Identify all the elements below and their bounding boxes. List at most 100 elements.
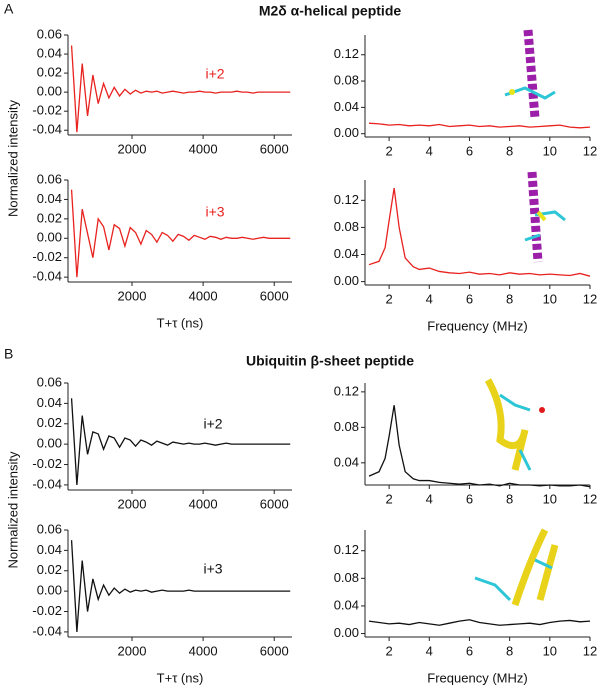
molecule-image <box>484 378 545 471</box>
x-axis-label: T+τ (ns) <box>157 315 204 330</box>
molecule-image <box>504 29 556 119</box>
y-tick-label: -0.02 <box>32 249 62 264</box>
x-tick-label: 2000 <box>118 141 147 156</box>
x-tick-label: 4000 <box>189 288 218 303</box>
y-tick-label: 0.02 <box>37 562 62 577</box>
y-tick-label: 0.04 <box>37 191 62 206</box>
annotation: i+2 <box>203 416 222 432</box>
section-label: A <box>4 1 14 17</box>
x-tick-label: 4000 <box>189 141 218 156</box>
x-tick-label: 10 <box>543 643 557 658</box>
x-tick-label: 8 <box>506 491 513 506</box>
y-tick-label: 0.02 <box>37 65 62 80</box>
y-tick-label: -0.04 <box>32 122 62 137</box>
data-line <box>70 189 291 278</box>
y-tick-label: -0.04 <box>32 476 62 491</box>
y-axis-label: Normalized intensity <box>5 451 20 569</box>
y-tick-label: 0.12 <box>334 46 359 61</box>
x-tick-label: 2000 <box>118 288 147 303</box>
y-tick-label: 0.08 <box>334 419 359 434</box>
y-tick-label: -0.02 <box>32 103 62 118</box>
x-tick-label: 8 <box>506 291 513 306</box>
x-tick-label: 2000 <box>118 643 147 658</box>
x-tick-label: 6 <box>466 643 473 658</box>
y-tick-label: -0.04 <box>32 623 62 638</box>
annotation: i+3 <box>203 561 222 577</box>
y-tick-label: 0.00 <box>37 583 62 598</box>
y-tick-label: -0.02 <box>32 456 62 471</box>
y-tick-label: 0.08 <box>334 73 359 88</box>
section-title: M2δ α-helical peptide <box>259 3 402 19</box>
y-tick-label: 0.04 <box>334 454 359 469</box>
x-tick-label: 12 <box>583 143 597 158</box>
x-axis-label: Frequency (MHz) <box>427 670 527 685</box>
x-tick-label: 6 <box>466 491 473 506</box>
x-tick-label: 4 <box>426 491 433 506</box>
x-tick-label: 6 <box>466 143 473 158</box>
y-tick-label: 0.06 <box>37 171 62 186</box>
x-tick-label: 6000 <box>260 643 289 658</box>
y-tick-label: 0.12 <box>334 542 359 557</box>
y-tick-label: 0.08 <box>334 219 359 234</box>
x-tick-label: 6000 <box>260 288 289 303</box>
y-axis-label: Normalized intensity <box>5 99 20 217</box>
x-tick-label: 10 <box>543 491 557 506</box>
x-tick-label: 12 <box>583 491 597 506</box>
y-tick-label: 0.08 <box>334 570 359 585</box>
data-line <box>368 619 591 626</box>
x-tick-label: 4000 <box>189 643 218 658</box>
x-tick-label: 8 <box>506 643 513 658</box>
x-tick-label: 4000 <box>189 496 218 511</box>
annotation: i+3 <box>205 204 224 220</box>
y-tick-label: 0.12 <box>334 383 359 398</box>
x-tick-label: 2 <box>385 491 392 506</box>
molecule-image <box>474 528 559 607</box>
x-tick-label: 6000 <box>260 496 289 511</box>
y-tick-label: 0.02 <box>37 210 62 225</box>
x-axis-label: T+τ (ns) <box>157 670 204 685</box>
x-tick-label: 12 <box>583 291 597 306</box>
x-tick-label: 6000 <box>260 141 289 156</box>
x-axis-label: Frequency (MHz) <box>427 318 527 333</box>
data-line <box>70 398 291 485</box>
y-tick-label: 0.04 <box>37 395 62 410</box>
x-tick-label: 8 <box>506 143 513 158</box>
data-line <box>70 45 291 133</box>
y-tick-label: 0.00 <box>37 84 62 99</box>
y-tick-label: 0.06 <box>37 521 62 536</box>
data-line <box>368 188 591 277</box>
x-tick-label: 2 <box>385 291 392 306</box>
data-line <box>70 540 291 632</box>
y-tick-label: 0.04 <box>334 597 359 612</box>
x-tick-label: 2 <box>385 143 392 158</box>
y-tick-label: 0.00 <box>37 436 62 451</box>
y-tick-label: -0.02 <box>32 603 62 618</box>
data-line <box>368 405 591 488</box>
y-tick-label: 0.06 <box>37 26 62 41</box>
y-tick-label: 0.04 <box>37 542 62 557</box>
x-tick-label: 6 <box>466 291 473 306</box>
section-label: B <box>4 346 13 362</box>
y-tick-label: 0.00 <box>37 230 62 245</box>
molecule-image <box>524 171 566 263</box>
section-title: Ubiquitin β-sheet peptide <box>246 353 414 369</box>
y-tick-label: 0.00 <box>334 125 359 140</box>
y-tick-label: 0.12 <box>334 192 359 207</box>
x-tick-label: 10 <box>543 291 557 306</box>
y-tick-label: 0.00 <box>334 273 359 288</box>
y-tick-label: 0.06 <box>37 374 62 389</box>
x-tick-label: 12 <box>583 643 597 658</box>
y-tick-label: 0.00 <box>334 625 359 640</box>
y-tick-label: 0.02 <box>37 415 62 430</box>
y-tick-label: 0.04 <box>37 45 62 60</box>
x-tick-label: 2000 <box>118 496 147 511</box>
annotation: i+2 <box>205 66 224 82</box>
x-tick-label: 2 <box>385 643 392 658</box>
y-tick-label: 0.04 <box>334 99 359 114</box>
x-tick-label: 4 <box>426 143 433 158</box>
y-tick-label: 0.04 <box>334 246 359 261</box>
x-tick-label: 4 <box>426 291 433 306</box>
x-tick-label: 4 <box>426 643 433 658</box>
